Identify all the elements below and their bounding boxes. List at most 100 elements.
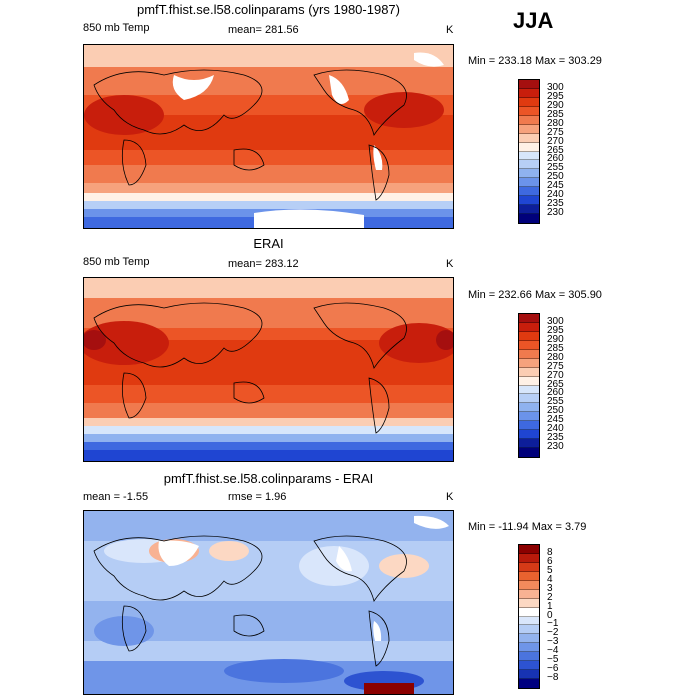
colorbar-tick-label: 250 — [547, 171, 564, 183]
colorbar-tick-label: 3 — [547, 582, 553, 594]
colorbar-swatch — [519, 124, 539, 134]
colorbar-tick-label: 280 — [547, 351, 564, 363]
colorbar-tick-label: 240 — [547, 423, 564, 435]
panel-1-contour-field — [84, 45, 453, 228]
colorbar-tick-label: 290 — [547, 333, 564, 345]
colorbar-swatch — [519, 367, 539, 377]
colorbar-swatch — [519, 679, 539, 688]
colorbar-tick-label: 255 — [547, 162, 564, 174]
panel-3-title: pmfT.fhist.se.l58.colinparams - ERAI — [163, 471, 374, 486]
colorbar-tick-label: 4 — [547, 573, 553, 585]
panel-3-colorbar — [518, 544, 540, 689]
colorbar-swatch — [519, 80, 539, 89]
colorbar-swatch — [519, 571, 539, 581]
colorbar-tick-label: 6 — [547, 555, 553, 567]
panel-1-map — [83, 44, 454, 229]
panel-1-mean-label: mean= 281.56 — [228, 24, 299, 36]
colorbar-tick-label: 235 — [547, 432, 564, 444]
colorbar-tick-label: 240 — [547, 189, 564, 201]
colorbar-swatch — [519, 331, 539, 341]
colorbar-swatch — [519, 97, 539, 107]
colorbar-swatch — [519, 598, 539, 608]
colorbar-tick-label: 300 — [547, 81, 564, 93]
panel-3-contour-field — [84, 511, 453, 694]
panel-2-map — [83, 277, 454, 462]
panel-2-contour-field — [84, 278, 453, 461]
panel-3-rmse-label: rmse = 1.96 — [228, 491, 287, 503]
colorbar-tick-label: 245 — [547, 180, 564, 192]
colorbar-swatch — [519, 553, 539, 563]
colorbar-tick-label: −8 — [547, 672, 559, 684]
colorbar-swatch — [519, 616, 539, 626]
colorbar-swatch — [519, 643, 539, 653]
colorbar-swatch — [519, 634, 539, 644]
colorbar-tick-label: 265 — [547, 378, 564, 390]
colorbar-swatch — [519, 439, 539, 449]
colorbar-swatch — [519, 142, 539, 152]
colorbar-swatch — [519, 349, 539, 359]
colorbar-swatch — [519, 196, 539, 206]
colorbar-swatch — [519, 562, 539, 572]
colorbar-tick-label: 260 — [547, 387, 564, 399]
colorbar-tick-label: 285 — [547, 108, 564, 120]
colorbar-tick-label: 0 — [547, 609, 553, 621]
panel-1-units-label: K — [446, 24, 454, 36]
colorbar-swatch — [519, 187, 539, 197]
colorbar-tick-label: 255 — [547, 396, 564, 408]
colorbar-swatch — [519, 358, 539, 368]
colorbar-tick-label: 265 — [547, 144, 564, 156]
colorbar-swatch — [519, 133, 539, 143]
colorbar-swatch — [519, 314, 539, 323]
colorbar-tick-label: 8 — [547, 546, 553, 558]
season-label: JJA — [513, 8, 554, 33]
colorbar-swatch — [519, 178, 539, 188]
panel-2-units-label: K — [446, 258, 454, 270]
colorbar-tick-label: 1 — [547, 600, 553, 612]
panel-3-units-label: K — [446, 491, 454, 503]
colorbar-swatch — [519, 421, 539, 431]
colorbar-tick-label: 235 — [547, 198, 564, 210]
colorbar-tick-label: 285 — [547, 342, 564, 354]
colorbar-tick-label: 295 — [547, 90, 564, 102]
colorbar-tick-label: 230 — [547, 207, 564, 219]
colorbar-tick-label: −4 — [547, 645, 559, 657]
colorbar-swatch — [519, 625, 539, 635]
colorbar-tick-label: 295 — [547, 324, 564, 336]
panel-2-variable-label: 850 mb Temp — [83, 256, 150, 268]
colorbar-swatch — [519, 607, 539, 617]
colorbar-tick-label: −3 — [547, 636, 559, 648]
colorbar-swatch — [519, 151, 539, 161]
colorbar-tick-label: 230 — [547, 441, 564, 453]
colorbar-tick-label: 290 — [547, 99, 564, 111]
colorbar-swatch — [519, 670, 539, 680]
colorbar-swatch — [519, 652, 539, 662]
panel-2-title: ERAI — [253, 236, 284, 251]
colorbar-swatch — [519, 160, 539, 170]
colorbar-tick-label: −1 — [547, 618, 559, 630]
colorbar-swatch — [519, 403, 539, 413]
colorbar-tick-label: 300 — [547, 315, 564, 327]
panel-3-minmax: Min = -11.94 Max = 3.79 — [468, 521, 587, 533]
colorbar-swatch — [519, 88, 539, 98]
colorbar-swatch — [519, 589, 539, 599]
colorbar-tick-label: 270 — [547, 135, 564, 147]
colorbar-tick-label: 275 — [547, 360, 564, 372]
colorbar-swatch — [519, 430, 539, 440]
colorbar-swatch — [519, 106, 539, 116]
panel-3-map — [83, 510, 454, 695]
panel-1-colorbar — [518, 79, 540, 224]
colorbar-tick-label: 2 — [547, 591, 553, 603]
colorbar-swatch — [519, 205, 539, 215]
panel-1-title: pmfT.fhist.se.l58.colinparams (yrs 1980-… — [136, 2, 400, 17]
colorbar-swatch — [519, 385, 539, 395]
colorbar-tick-label: −2 — [547, 627, 559, 639]
colorbar-swatch — [519, 580, 539, 590]
colorbar-swatch — [519, 661, 539, 671]
colorbar-tick-label: 275 — [547, 126, 564, 138]
colorbar-swatch — [519, 412, 539, 422]
panel-2-mean-label: mean= 283.12 — [228, 258, 299, 270]
colorbar-tick-label: 5 — [547, 564, 553, 576]
colorbar-tick-label: −5 — [547, 654, 559, 666]
colorbar-swatch — [519, 394, 539, 404]
panel-3-mean-label: mean = -1.55 — [83, 491, 149, 503]
